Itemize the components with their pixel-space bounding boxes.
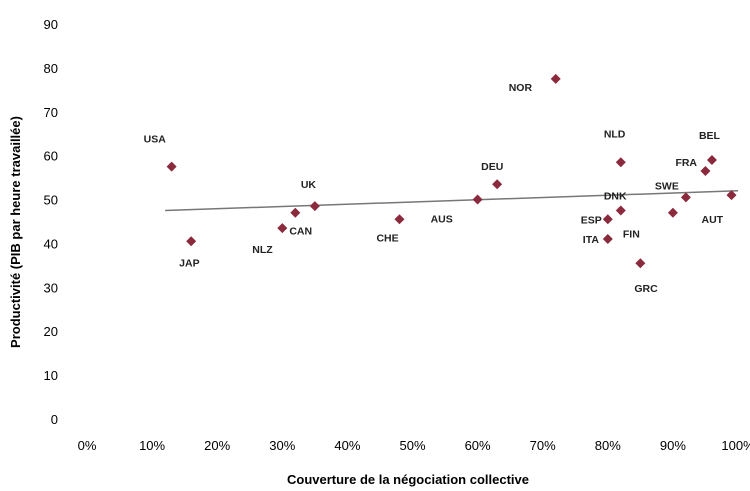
point-label-dnk: DNK xyxy=(604,191,627,203)
y-tick-label: 90 xyxy=(44,17,58,32)
data-point-jap xyxy=(186,236,197,247)
point-label-jap: JAP xyxy=(179,257,199,269)
point-label-fin: FIN xyxy=(623,229,640,241)
y-tick-label: 40 xyxy=(44,236,58,251)
point-label-che: CHE xyxy=(376,232,398,244)
point-label-bel: BEL xyxy=(699,130,721,142)
y-tick-label: 10 xyxy=(44,368,58,383)
data-point-uk xyxy=(309,201,320,212)
data-point-swe xyxy=(680,192,691,203)
data-points xyxy=(166,73,737,269)
point-label-aus: AUS xyxy=(431,214,453,226)
y-tick-label: 0 xyxy=(51,412,58,427)
point-labels: USA JAP NLZ CAN UK CHE AUS DEU NOR ESP ITA DNK NLD GR… xyxy=(144,82,724,295)
point-label-aut: AUT xyxy=(701,214,723,226)
data-point-deu xyxy=(492,179,503,190)
y-tick-label: 80 xyxy=(44,61,58,76)
point-label-deu: DEU xyxy=(481,161,503,173)
data-point-usa xyxy=(166,161,177,172)
point-label-nor: NOR xyxy=(509,82,533,94)
data-point-fin xyxy=(667,207,678,218)
y-tick-label: 50 xyxy=(44,193,58,208)
x-tick-label: 80% xyxy=(595,438,621,453)
data-point-dnk xyxy=(615,205,626,216)
point-label-uk: UK xyxy=(301,179,317,191)
y-tick-label: 70 xyxy=(44,105,58,120)
y-tick-label: 30 xyxy=(44,280,58,295)
data-point-esp xyxy=(602,214,613,225)
x-tick-label: 50% xyxy=(399,438,425,453)
data-point-che xyxy=(394,214,405,225)
y-axis-title: Productivité (PIB par heure travaillée) xyxy=(8,116,23,348)
x-tick-label: 100% xyxy=(721,438,750,453)
y-axis-ticks: 0 10 20 30 40 50 60 70 80 90 xyxy=(44,17,58,427)
data-point-aut xyxy=(726,190,737,201)
data-point-can xyxy=(290,207,301,218)
x-tick-label: 20% xyxy=(204,438,230,453)
y-tick-label: 60 xyxy=(44,149,58,164)
data-point-fra xyxy=(700,166,711,177)
x-axis-ticks: 0% 10% 20% 30% 40% 50% 60% 70% 80% 90% 100% xyxy=(78,438,750,453)
y-tick-label: 20 xyxy=(44,324,58,339)
data-point-nlz xyxy=(277,223,288,234)
x-tick-label: 30% xyxy=(269,438,295,453)
x-tick-label: 70% xyxy=(530,438,556,453)
x-tick-label: 0% xyxy=(78,438,97,453)
data-point-aus xyxy=(472,194,483,205)
trend-line xyxy=(165,190,739,212)
x-tick-label: 90% xyxy=(660,438,686,453)
x-tick-label: 10% xyxy=(139,438,165,453)
x-tick-label: 60% xyxy=(465,438,491,453)
point-label-swe: SWE xyxy=(655,180,679,192)
data-point-bel xyxy=(706,155,717,166)
data-point-grc xyxy=(635,258,646,269)
point-label-grc: GRC xyxy=(634,283,658,295)
data-point-ita xyxy=(602,234,613,245)
x-axis-title: Couverture de la négociation collective xyxy=(287,472,529,487)
point-label-ita: ITA xyxy=(583,234,600,246)
data-point-nor xyxy=(550,73,561,84)
point-label-esp: ESP xyxy=(581,214,602,226)
x-tick-label: 40% xyxy=(334,438,360,453)
point-label-nld: NLD xyxy=(604,128,626,140)
point-label-can: CAN xyxy=(289,226,312,238)
point-label-nlz: NLZ xyxy=(252,244,273,256)
point-label-fra: FRA xyxy=(675,157,697,169)
data-point-nld xyxy=(615,157,626,168)
point-label-usa: USA xyxy=(144,134,167,146)
